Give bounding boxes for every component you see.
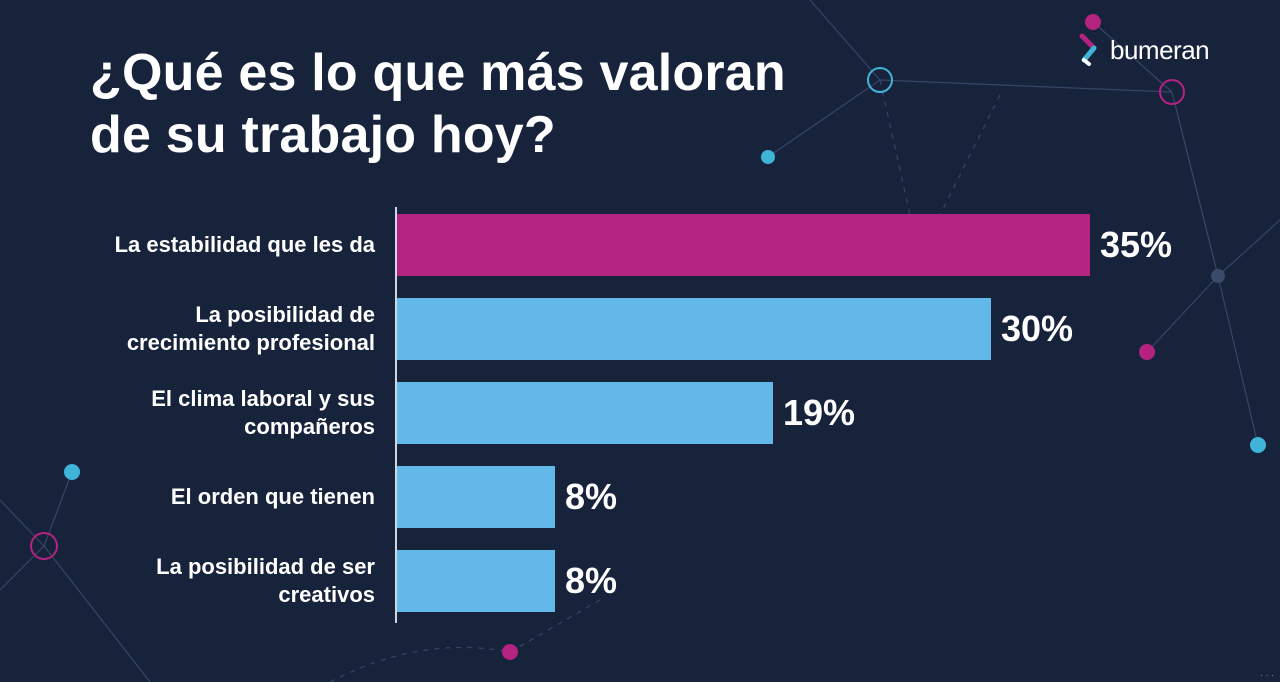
bar-3 — [397, 382, 773, 444]
category-label-4-line-1: El orden que tienen — [170, 484, 375, 509]
category-label-3: El clima laboral y sus compañeros — [55, 385, 375, 441]
image-credit-mark: · · · — [1260, 670, 1274, 680]
category-label-5-line-1: La posibilidad de ser — [156, 554, 375, 579]
bar-2 — [397, 298, 991, 360]
bar-value-label-3: 19% — [783, 392, 856, 433]
chart-title-line-2: de su trabajo hoy? — [90, 106, 556, 164]
category-axis-line — [395, 207, 397, 623]
bumeran-logo-icon — [1079, 33, 1097, 66]
category-label-2: La posibilidad de crecimiento profesional — [55, 301, 375, 357]
chart-title: ¿Qué es lo que más valoran de su trabajo… — [90, 42, 870, 166]
category-label-3-line-1: El clima laboral y sus — [151, 386, 375, 411]
bar-5 — [397, 550, 555, 612]
brand-name: bumeran — [1110, 34, 1210, 65]
category-label-5-line-2: creativos — [278, 582, 375, 607]
bar-1 — [397, 214, 1090, 276]
bar-value-label-2: 30% — [1001, 308, 1074, 349]
bar-4 — [397, 466, 555, 528]
bar-value-label-4: 8% — [565, 476, 618, 517]
category-label-1-line-1: La estabilidad que les da — [114, 232, 375, 257]
brand-logo: bumeran — [1078, 30, 1210, 70]
category-label-1: La estabilidad que les da — [55, 231, 375, 259]
category-label-5: La posibilidad de ser creativos — [55, 553, 375, 609]
category-label-2-line-2: crecimiento profesional — [126, 330, 375, 355]
category-label-3-line-2: compañeros — [244, 414, 375, 439]
bar-value-label-5: 8% — [565, 560, 618, 601]
category-label-4: El orden que tienen — [55, 483, 375, 511]
bar-value-label-1: 35% — [1100, 224, 1173, 265]
category-label-2-line-1: La posibilidad de — [195, 302, 375, 327]
chart-title-line-1: ¿Qué es lo que más valoran — [90, 44, 786, 102]
